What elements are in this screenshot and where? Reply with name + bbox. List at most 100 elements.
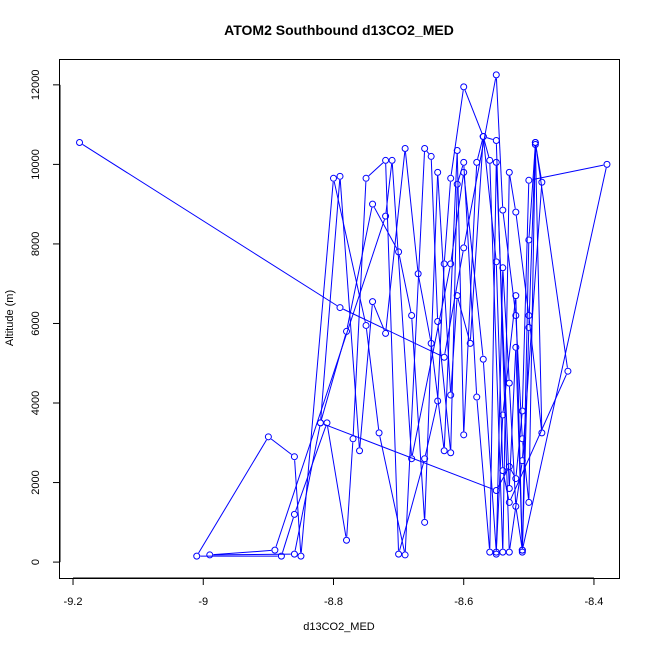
series-segment bbox=[450, 90, 464, 175]
series-segment bbox=[482, 362, 497, 549]
series-segment bbox=[469, 140, 484, 340]
data-point bbox=[486, 156, 494, 164]
y-tick-label: 0 bbox=[30, 559, 42, 565]
series-segment bbox=[294, 426, 321, 551]
series-segment bbox=[495, 271, 504, 551]
data-point bbox=[564, 367, 572, 375]
series-segment bbox=[476, 400, 490, 549]
series-segment bbox=[365, 328, 380, 430]
data-point bbox=[369, 200, 377, 208]
series-segment bbox=[477, 139, 483, 160]
x-axis: -9.2 -9 -8.8 -8.6 -8.4 bbox=[64, 577, 603, 608]
data-point bbox=[434, 397, 442, 405]
series-segment bbox=[346, 442, 354, 537]
series-segment bbox=[327, 426, 347, 537]
data-point bbox=[401, 551, 409, 559]
data-point bbox=[460, 83, 468, 91]
data-point bbox=[290, 453, 298, 461]
series-segment bbox=[502, 213, 516, 313]
series-segment bbox=[464, 90, 483, 134]
x-tick-label: -8.6 bbox=[454, 596, 473, 608]
data-point bbox=[603, 160, 611, 168]
data-point bbox=[479, 355, 487, 363]
data-point bbox=[453, 180, 461, 188]
series-segment bbox=[503, 474, 510, 500]
y-tick-label: 12000 bbox=[30, 70, 42, 101]
data-point bbox=[414, 270, 422, 278]
data-point bbox=[460, 431, 468, 439]
data-point bbox=[492, 258, 500, 266]
series-segment bbox=[483, 139, 490, 158]
data-point bbox=[505, 548, 513, 556]
data-point bbox=[538, 429, 546, 437]
data-point bbox=[434, 168, 442, 176]
data-point bbox=[427, 339, 435, 347]
series-segment bbox=[522, 185, 543, 458]
data-point bbox=[76, 139, 84, 147]
series-segment bbox=[502, 271, 510, 380]
data-point bbox=[343, 327, 351, 335]
data-point bbox=[538, 178, 546, 186]
series-segment bbox=[489, 163, 504, 549]
series-segment bbox=[495, 265, 504, 468]
series-segment bbox=[430, 160, 439, 318]
series-segment bbox=[391, 163, 412, 456]
data-point bbox=[512, 475, 520, 483]
data-point bbox=[505, 379, 513, 387]
series-segment bbox=[463, 165, 478, 432]
data-point bbox=[375, 429, 383, 437]
data-point bbox=[206, 551, 214, 559]
series-segment bbox=[515, 215, 529, 313]
data-point bbox=[440, 447, 448, 455]
data-point bbox=[492, 550, 500, 558]
y-axis-label: Altitude (m) bbox=[4, 290, 16, 346]
data-point bbox=[512, 292, 520, 300]
data-point bbox=[440, 353, 448, 361]
data-point bbox=[356, 447, 364, 455]
data-point bbox=[453, 292, 461, 300]
series-segment bbox=[437, 175, 451, 392]
data-point bbox=[349, 435, 357, 443]
series-segment bbox=[489, 165, 497, 549]
x-tick-label: -8.8 bbox=[324, 596, 343, 608]
x-tick-label: -9.2 bbox=[64, 596, 83, 608]
data-point bbox=[395, 550, 403, 558]
series-segment bbox=[385, 163, 399, 551]
series-segment bbox=[508, 350, 517, 485]
series-segment bbox=[443, 181, 451, 261]
data-point bbox=[492, 137, 500, 145]
data-point bbox=[492, 548, 500, 556]
series-segment bbox=[368, 162, 384, 177]
y-tick-label: 2000 bbox=[30, 470, 42, 494]
series-segment bbox=[270, 438, 292, 455]
data-point bbox=[453, 146, 461, 154]
series-segment bbox=[502, 175, 510, 549]
data-point bbox=[525, 323, 533, 331]
data-point bbox=[525, 498, 533, 506]
series-segment bbox=[320, 334, 347, 420]
data-point bbox=[447, 174, 455, 182]
series-segment bbox=[426, 150, 430, 154]
series-layer bbox=[76, 71, 611, 560]
series-segment bbox=[346, 207, 373, 328]
series-segment bbox=[522, 442, 529, 499]
series-segment bbox=[373, 207, 398, 249]
series-segment bbox=[281, 517, 294, 553]
data-point bbox=[512, 343, 520, 351]
data-point bbox=[525, 312, 533, 320]
series-segment bbox=[510, 469, 515, 476]
series-segment bbox=[528, 146, 536, 324]
series-segment bbox=[294, 460, 302, 553]
series-segment bbox=[437, 267, 445, 398]
data-point bbox=[329, 174, 337, 182]
x-axis-label: d13CO2_MED bbox=[303, 621, 375, 633]
data-point bbox=[512, 312, 520, 320]
series-segment bbox=[528, 148, 536, 237]
data-point bbox=[525, 236, 533, 244]
data-point bbox=[518, 546, 526, 554]
data-point bbox=[499, 264, 507, 272]
data-point bbox=[290, 510, 298, 518]
data-point bbox=[499, 548, 507, 556]
data-point bbox=[369, 298, 377, 306]
data-point bbox=[193, 552, 201, 560]
